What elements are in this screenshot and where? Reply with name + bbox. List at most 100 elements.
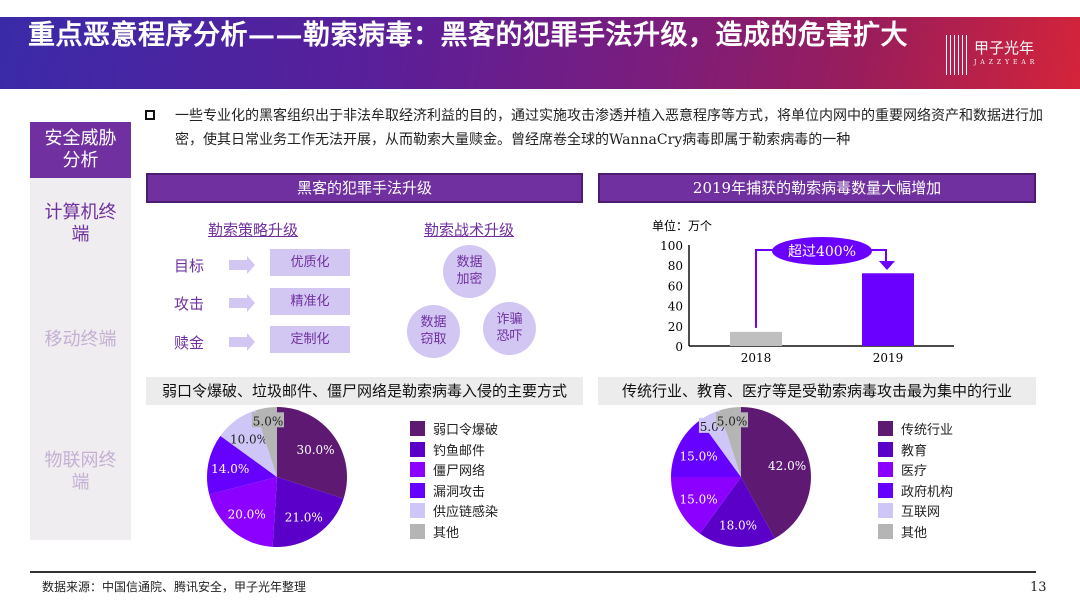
legend-label: 弱口令爆破 (433, 423, 499, 438)
pie-data-label: 10.0% (230, 432, 268, 446)
legend-swatch (878, 441, 893, 457)
sidebar-item-computer[interactable]: 计算机终端 (30, 202, 131, 246)
legend-swatch (878, 462, 893, 478)
pie-data-label: 21.0% (285, 510, 323, 524)
bar-2018 (730, 331, 782, 346)
pie-label-bg (252, 412, 285, 428)
legend-item: 教育 (878, 441, 928, 459)
title-banner: 重点恶意程序分析——勒索病毒：黑客的犯罪手法升级，造成的危害扩大 甲子光年 JA… (0, 17, 1080, 89)
page-title: 重点恶意程序分析——勒索病毒：黑客的犯罪手法升级，造成的危害扩大 (28, 20, 908, 51)
page-number: 13 (1030, 580, 1047, 595)
legend-swatch (878, 421, 893, 436)
pie-label-bg (716, 412, 749, 428)
legend-label: 漏洞攻击 (433, 484, 486, 500)
tactic-circle: 数据 加密 (443, 245, 496, 298)
pie-chart-intrusion-methods: 30.0% 21.0% 20.0% 14.0% 10.0% 5.0% (207, 407, 347, 547)
legend-item: 政府机构 (878, 482, 954, 500)
y-tick-label: 80 (668, 259, 683, 273)
pie-data-label: 18.0% (719, 519, 757, 533)
legend-swatch (410, 524, 425, 539)
x-tick-label: 2019 (873, 351, 904, 365)
intro-paragraph: 一些专业化的黑客组织出于非法牟取经济利益的目的，通过实施攻击渗透并植入恶意程序等… (145, 104, 1045, 152)
sidebar-item-mobile[interactable]: 移动终端 (30, 329, 131, 351)
legend-label: 钓鱼邮件 (433, 443, 486, 459)
legend-swatch (878, 503, 893, 519)
sidebar: 安全威胁分析 计算机终端 移动终端 物联网终端 (30, 122, 131, 540)
legend-swatch (410, 421, 425, 436)
legend-swatch (410, 462, 425, 478)
left-pie-title: 弱口令爆破、垃圾邮件、僵尸网络是勒索病毒入侵的主要方式 (146, 377, 583, 405)
pie-data-label: 5.0% (717, 414, 748, 428)
tactic-line: 恐吓 (496, 329, 523, 344)
strategy-row-value: 定制化 (270, 326, 350, 353)
tactics-title: 勒索战术升级 (424, 221, 515, 239)
legend-label: 政府机构 (901, 484, 954, 500)
tactic-line: 数据 (420, 315, 447, 330)
right-panel-header: 2019年捕获的勒索病毒数量大幅增加 (598, 173, 1036, 203)
right-pie-title: 传统行业、教育、医疗等是受勒索病毒攻击最为集中的行业 (598, 377, 1036, 405)
legend-item: 其他 (410, 524, 459, 541)
y-tick-label: 20 (668, 320, 683, 334)
sidebar-item-label: 计算机终端 (44, 202, 117, 245)
legend-item: 传统行业 (878, 421, 954, 438)
sidebar-item-label: 移动终端 (44, 329, 117, 350)
pie-slice-1 (277, 407, 347, 499)
legend-item: 供应链感染 (410, 503, 499, 521)
legend-swatch (410, 503, 425, 519)
strategy-title: 勒索策略升级 (208, 221, 299, 239)
tactic-line: 加密 (456, 272, 483, 287)
footer-divider (30, 571, 1036, 573)
legend-item: 医疗 (878, 462, 927, 479)
sidebar-item-label: 物联网终端 (44, 450, 117, 493)
pie-slice-4 (207, 435, 277, 495)
legend-swatch (410, 482, 425, 498)
pie-slice-4 (671, 420, 741, 477)
tactic-circle: 数据 窃取 (407, 305, 460, 358)
legend-item: 弱口令爆破 (410, 421, 499, 438)
legend-item: 互联网 (878, 503, 941, 521)
tactic-line: 窃取 (420, 332, 447, 347)
pie-slice-3 (209, 477, 277, 547)
bar-2019 (862, 273, 914, 346)
strategy-row-value: 精准化 (270, 288, 350, 315)
logo-name: 甲子光年 (974, 39, 1035, 57)
logo-sub: JAZZYEAR (974, 59, 1039, 66)
legend-item: 漏洞攻击 (410, 482, 486, 500)
legend-item: 僵尸网络 (410, 462, 485, 479)
pie-data-label: 15.0% (680, 493, 718, 507)
y-tick-label: 0 (675, 340, 683, 354)
y-tick-label: 100 (660, 239, 683, 253)
sidebar-item-iot[interactable]: 物联网终端 (30, 450, 131, 494)
pie-chart-industries: 42.0%18.0%15.0%15.0%5.0%5.0% (671, 407, 811, 547)
legend-item: 其他 (878, 524, 927, 541)
legend-label: 教育 (901, 443, 928, 459)
legend-label: 互联网 (901, 505, 941, 521)
x-tick-label: 2018 (741, 351, 772, 365)
y-tick-label: 60 (668, 279, 683, 293)
legend-label: 传统行业 (901, 423, 954, 438)
arrow-right-icon (229, 294, 255, 312)
strategy-row-label: 目标 (174, 257, 205, 275)
left-panel-header: 黑客的犯罪手法升级 (146, 173, 583, 203)
pie-slice-1 (741, 407, 811, 539)
arrow-down-icon (879, 261, 895, 270)
annotation-bubble (772, 237, 872, 265)
tactic-line: 数据 (456, 255, 483, 270)
pie-data-label: 14.0% (211, 462, 249, 476)
logo-bars-icon (946, 35, 968, 75)
sidebar-item-threat-analysis[interactable]: 安全威胁分析 (30, 122, 131, 178)
sidebar-item-label: 安全威胁分析 (44, 128, 117, 171)
tactic-line: 诈骗 (496, 312, 523, 327)
tactic-circle: 诈骗 恐吓 (483, 302, 536, 355)
pie-slice-2 (699, 477, 775, 547)
pie-slice-3 (671, 477, 741, 534)
pie-data-label: 15.0% (680, 449, 718, 463)
legend-label: 供应链感染 (433, 505, 499, 521)
intro-text: 一些专业化的黑客组织出于非法牟取经济利益的目的，通过实施攻击渗透并植入恶意程序等… (175, 108, 1043, 148)
arrow-right-icon (229, 256, 255, 274)
legend-swatch (410, 441, 425, 457)
annotation-label: 超过400% (788, 244, 856, 260)
pie-data-label: 42.0% (768, 459, 806, 473)
y-tick-label: 40 (668, 300, 683, 314)
strategy-row-value: 优质化 (270, 249, 350, 276)
